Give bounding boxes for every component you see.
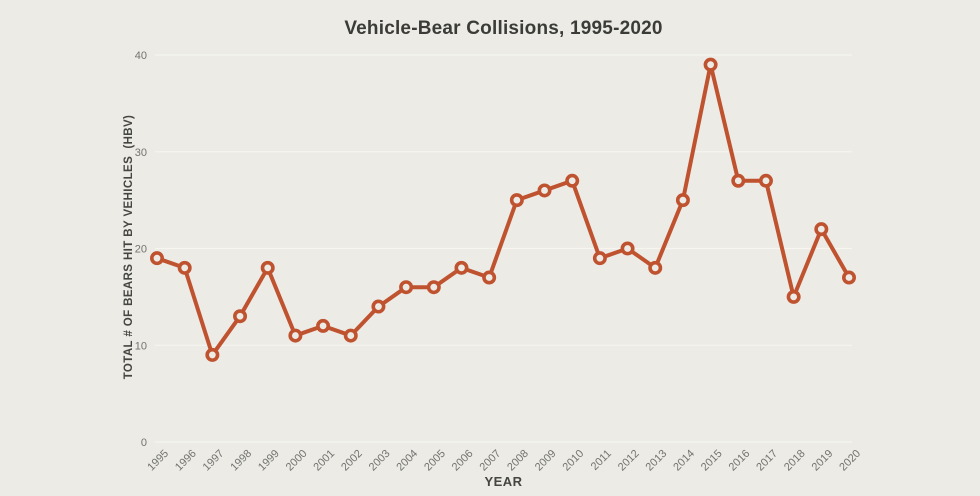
y-tick-label-30: 30 — [135, 147, 147, 159]
data-point-2018 — [786, 289, 801, 304]
x-axis-label: YEAR — [484, 474, 523, 489]
data-point-2014 — [675, 193, 690, 208]
x-tick-label-2001: 2001 — [311, 448, 337, 474]
x-tick-label-2016: 2016 — [727, 448, 753, 474]
x-tick-label-2018: 2018 — [782, 448, 808, 474]
data-point-2009 — [537, 183, 552, 198]
data-point-2000 — [288, 328, 303, 343]
data-point-2010 — [565, 173, 580, 188]
data-point-2003 — [371, 299, 386, 314]
data-point-2007 — [482, 270, 497, 285]
data-point-2002 — [343, 328, 358, 343]
y-tick-label-0: 0 — [141, 437, 147, 449]
y-tick-label-40: 40 — [135, 50, 147, 62]
data-point-2008 — [509, 193, 524, 208]
x-tick-label-2017: 2017 — [754, 448, 780, 474]
x-tick-label-2008: 2008 — [505, 448, 531, 474]
data-point-1999 — [260, 260, 275, 275]
y-tick-label-10: 10 — [135, 340, 147, 352]
x-tick-label-1999: 1999 — [256, 448, 282, 474]
data-point-2020 — [841, 270, 856, 285]
x-tick-label-2019: 2019 — [810, 448, 836, 474]
data-point-1995 — [150, 251, 165, 266]
data-point-2012 — [620, 241, 635, 256]
y-tick-label-20: 20 — [135, 244, 147, 256]
data-point-2013 — [648, 260, 663, 275]
data-point-1998 — [233, 309, 248, 324]
x-tick-label-1997: 1997 — [201, 448, 227, 474]
x-tick-label-2000: 2000 — [284, 448, 310, 474]
x-tick-label-2020: 2020 — [837, 448, 863, 474]
x-tick-label-2004: 2004 — [394, 448, 420, 474]
x-tick-label-2007: 2007 — [477, 448, 503, 474]
x-tick-label-2002: 2002 — [339, 448, 365, 474]
data-point-2005 — [426, 280, 441, 295]
data-point-2016 — [731, 173, 746, 188]
x-tick-label-2014: 2014 — [671, 448, 697, 474]
x-tick-label-2006: 2006 — [450, 448, 476, 474]
x-tick-label-1996: 1996 — [173, 448, 199, 474]
data-point-2006 — [454, 260, 469, 275]
x-tick-label-2012: 2012 — [616, 448, 642, 474]
data-line — [155, 62, 851, 357]
data-point-2011 — [592, 251, 607, 266]
data-point-2017 — [758, 173, 773, 188]
data-point-1996 — [177, 260, 192, 275]
x-tick-label-2005: 2005 — [422, 448, 448, 474]
x-tick-label-2010: 2010 — [561, 448, 587, 474]
x-tick-label-1998: 1998 — [228, 448, 254, 474]
x-tick-label-1995: 1995 — [145, 448, 171, 474]
data-point-2015 — [703, 57, 718, 72]
data-point-2004 — [399, 280, 414, 295]
x-tick-label-2013: 2013 — [644, 448, 670, 474]
x-tick-label-2003: 2003 — [367, 448, 393, 474]
x-tick-label-2011: 2011 — [589, 448, 614, 473]
x-tick-label-2009: 2009 — [533, 448, 559, 474]
data-point-2019 — [814, 222, 829, 237]
data-point-1997 — [205, 347, 220, 362]
x-tick-label-2015: 2015 — [699, 448, 725, 474]
chart-title: Vehicle-Bear Collisions, 1995-2020 — [344, 18, 663, 39]
data-point-2001 — [316, 318, 331, 333]
